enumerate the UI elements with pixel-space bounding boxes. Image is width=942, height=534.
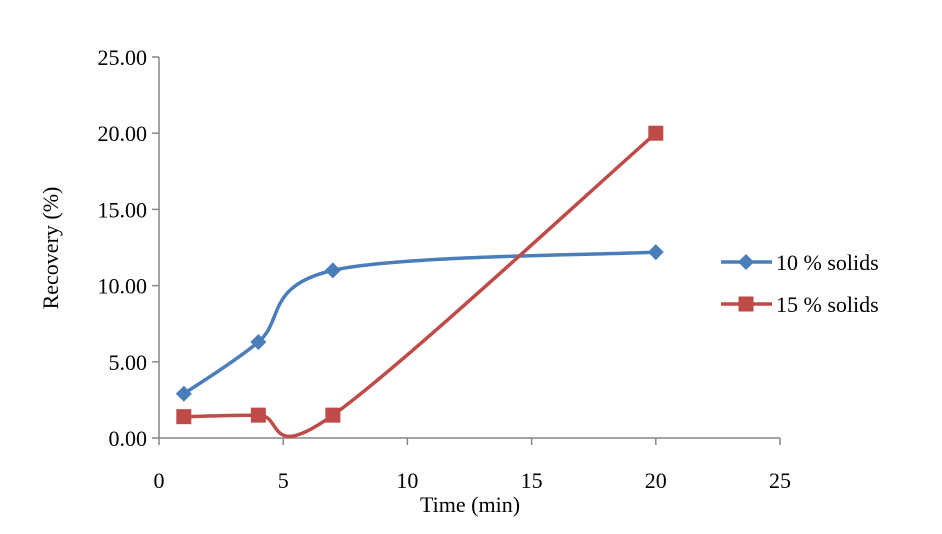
y-tick-label: 15.00 [98, 197, 148, 222]
legend: 10 % solids 15 % solids [721, 250, 879, 317]
legend-label: 15 % solids [776, 292, 879, 317]
x-tick-label: 15 [521, 468, 543, 493]
series-2 [176, 125, 664, 439]
data-point [325, 407, 341, 423]
x-tick-label: 10 [396, 468, 418, 493]
y-tick-label: 20.00 [98, 121, 148, 146]
data-point [250, 333, 267, 350]
legend-label: 10 % solids [776, 250, 879, 275]
x-tick-label: 5 [278, 468, 289, 493]
y-tick-label: 0.00 [109, 426, 148, 451]
x-tick-label: 20 [645, 468, 667, 493]
x-tick-label: 25 [769, 468, 791, 493]
axes [158, 57, 780, 439]
data-point [648, 125, 664, 141]
data-point [647, 244, 664, 261]
data-point [324, 262, 341, 279]
series-line [183, 131, 657, 439]
series-layer [175, 125, 664, 439]
y-tick-label: 5.00 [109, 350, 148, 375]
legend-item: 10 % solids [721, 250, 879, 275]
data-point [176, 409, 192, 425]
y-axis-title: Recovery (%) [38, 187, 63, 310]
ticks: 0.00 5.00 10.00 15.00 20.00 25.00 0 5 10 15 20 25 [98, 45, 792, 493]
data-point [175, 385, 192, 402]
y-tick-label: 25.00 [98, 45, 148, 70]
legend-marker [738, 254, 754, 270]
legend-item: 15 % solids [721, 292, 879, 317]
series-line [182, 250, 656, 396]
data-point [250, 407, 266, 423]
legend-marker [738, 296, 754, 312]
x-tick-label: 0 [154, 468, 165, 493]
x-axis-title: Time (min) [420, 492, 520, 517]
y-tick-label: 10.00 [98, 274, 148, 299]
series-1 [175, 244, 664, 402]
